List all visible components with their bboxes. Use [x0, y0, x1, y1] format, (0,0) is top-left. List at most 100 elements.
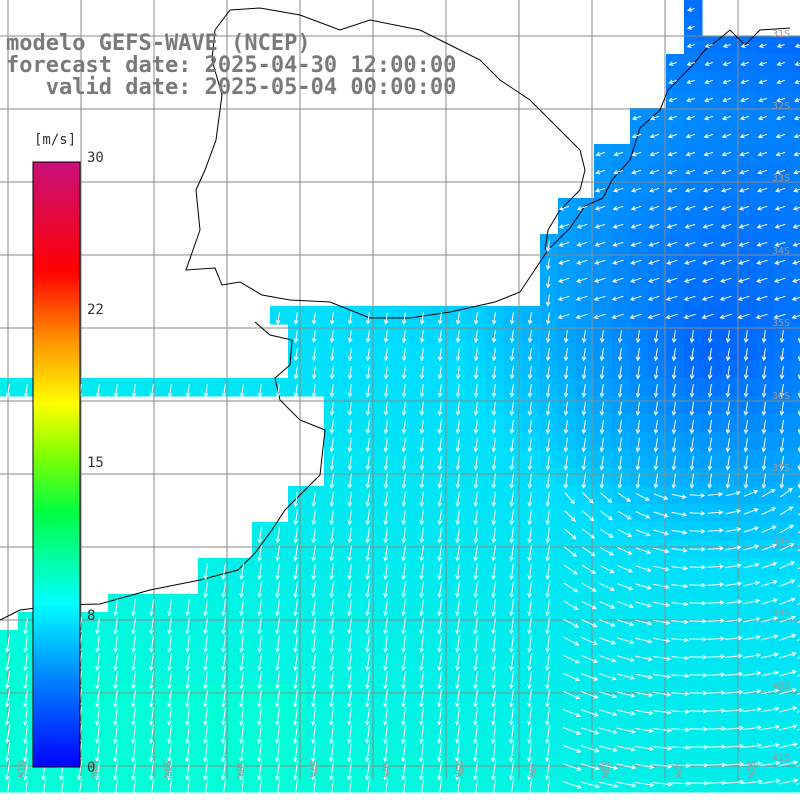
wind-arrow	[617, 348, 623, 362]
wind-arrow	[185, 599, 191, 617]
wind-arrow	[419, 760, 425, 781]
wind-arrow	[761, 455, 767, 471]
wind-arrow	[347, 742, 353, 763]
wind-arrow	[703, 187, 714, 193]
wind-arrow	[347, 581, 353, 599]
wind-arrow	[311, 509, 317, 526]
wind-arrow	[581, 473, 587, 489]
wind-arrow	[455, 455, 461, 471]
wind-arrow	[545, 348, 551, 362]
wind-arrow	[761, 507, 777, 515]
wind-arrow	[761, 384, 767, 398]
wind-arrow	[365, 419, 371, 435]
wind-arrow	[707, 330, 713, 344]
wind-arrow	[617, 437, 623, 453]
wind-arrow	[473, 724, 479, 745]
wind-arrow	[634, 727, 654, 734]
wind-arrow	[419, 419, 425, 435]
wind-arrow	[671, 565, 689, 571]
wind-arrow	[779, 401, 785, 416]
wind-arrow	[668, 79, 677, 85]
wind-arrow	[113, 653, 119, 672]
wind-arrow	[665, 277, 678, 283]
wind-arrow	[455, 742, 461, 763]
wind-arrow	[239, 724, 245, 745]
wind-arrow	[670, 709, 690, 715]
wind-arrow	[239, 760, 245, 781]
wind-arrow	[635, 366, 641, 380]
wind-arrow	[311, 653, 317, 672]
wind-arrow	[203, 670, 209, 690]
wind-arrow	[383, 653, 389, 672]
speed-cell	[792, 252, 800, 271]
wind-arrow	[740, 97, 749, 103]
wind-arrow	[545, 581, 551, 599]
wind-arrow	[400, 778, 407, 799]
wind-arrow	[702, 241, 714, 247]
wind-arrow	[365, 635, 371, 653]
wind-arrow	[419, 742, 425, 763]
wind-arrow	[509, 384, 515, 398]
wind-arrow	[758, 79, 767, 85]
wind-arrow	[779, 561, 795, 569]
wind-arrow	[599, 330, 605, 344]
wind-arrow	[724, 707, 744, 713]
wind-arrow	[455, 688, 461, 708]
wind-arrow	[631, 169, 642, 175]
wind-arrow	[581, 384, 587, 398]
wind-arrow	[616, 691, 636, 698]
wind-arrow	[113, 635, 119, 653]
wind-arrow	[491, 581, 497, 599]
wind-arrow	[648, 259, 660, 265]
wind-arrow	[23, 635, 29, 653]
wind-arrow	[706, 780, 727, 786]
wind-arrow	[257, 706, 263, 726]
wind-arrow	[563, 366, 569, 380]
wind-arrow	[706, 762, 727, 768]
wind-arrow	[473, 509, 479, 526]
longitude-label: 61W	[15, 760, 26, 779]
wind-arrow	[779, 348, 785, 362]
wind-arrow	[185, 635, 191, 653]
wind-arrow	[203, 688, 209, 708]
speed-cell	[792, 630, 800, 649]
wind-arrow	[491, 545, 496, 562]
wind-arrow	[131, 724, 137, 745]
wind-arrow	[686, 79, 695, 85]
wind-arrow	[743, 473, 749, 489]
wind-arrow	[756, 223, 768, 229]
wind-arrow	[793, 151, 800, 157]
wind-arrow	[761, 598, 778, 605]
wind-arrow	[473, 563, 478, 581]
wind-arrow	[437, 670, 443, 690]
wind-arrow	[616, 673, 636, 680]
wind-arrow	[689, 493, 706, 498]
wind-arrow	[149, 724, 155, 745]
wind-arrow	[329, 473, 335, 489]
wind-arrow	[455, 527, 461, 544]
speed-cell	[792, 522, 800, 541]
wind-arrow	[653, 547, 670, 554]
wind-arrow	[652, 673, 672, 679]
wind-arrow	[722, 79, 731, 85]
speed-cell	[792, 720, 800, 739]
colorbar	[32, 161, 81, 768]
wind-arrow	[630, 205, 642, 211]
wind-arrow	[685, 169, 696, 175]
wind-arrow	[707, 509, 724, 515]
wind-arrow	[563, 401, 569, 416]
wind-arrow	[329, 760, 335, 781]
wind-arrow	[563, 600, 579, 610]
wind-arrow	[257, 581, 263, 599]
wind-arrow	[634, 763, 655, 770]
wind-arrow	[684, 259, 696, 265]
wind-arrow	[743, 508, 759, 515]
wind-arrow	[221, 384, 227, 398]
wind-arrow	[634, 655, 653, 662]
wind-arrow	[419, 617, 425, 635]
wind-arrow	[760, 778, 781, 785]
speed-cell	[792, 594, 800, 613]
wind-arrow	[778, 724, 798, 731]
wind-arrow	[455, 401, 461, 416]
